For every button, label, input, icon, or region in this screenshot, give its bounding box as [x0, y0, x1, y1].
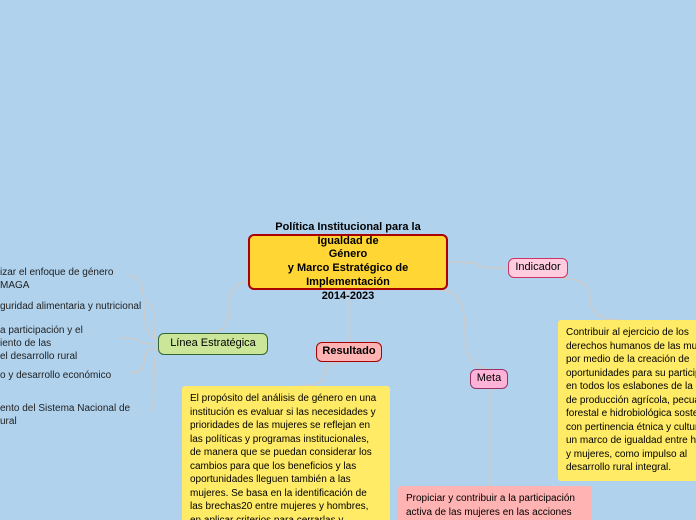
node-linea-estrategica[interactable]: Línea Estratégica: [158, 333, 268, 355]
leaf-item-5: ento del Sistema Nacional de ural: [0, 402, 150, 428]
leaf-item-4: o y desarrollo económico: [0, 369, 130, 382]
mindmap-canvas: Política Institucional para la Igualdad …: [0, 0, 696, 520]
node-meta[interactable]: Meta: [470, 369, 508, 389]
leaf-item-3: a participación y el iento de las el des…: [0, 324, 120, 363]
note-resultado: El propósito del análisis de género en u…: [182, 386, 390, 520]
note-indicador: Contribuir al ejercicio de los derechos …: [558, 320, 696, 481]
leaf-item-1: izar el enfoque de género MAGA: [0, 266, 120, 292]
node-indicador[interactable]: Indicador: [508, 258, 568, 278]
leaf-item-2: guridad alimentaria y nutricional: [0, 300, 150, 313]
node-resultado[interactable]: Resultado: [316, 342, 382, 362]
root-node[interactable]: Política Institucional para la Igualdad …: [248, 234, 448, 290]
note-meta: Propiciar y contribuir a la participació…: [398, 486, 592, 520]
